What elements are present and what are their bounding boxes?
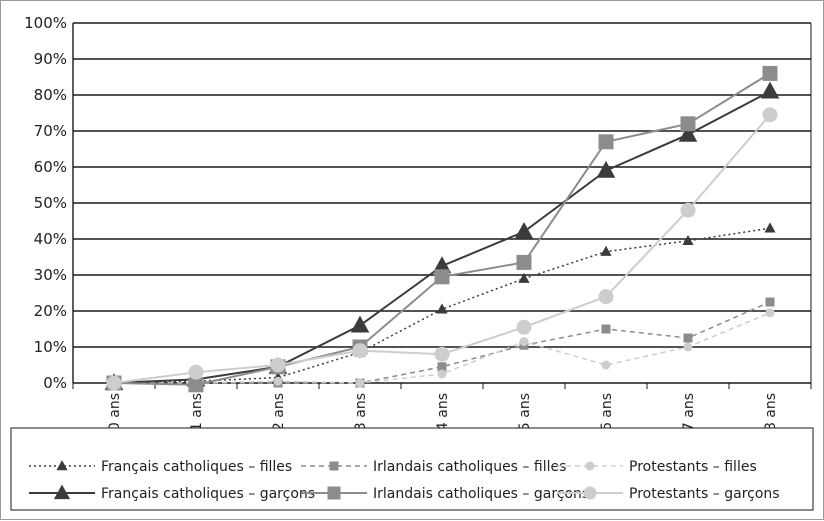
data-point — [600, 245, 612, 256]
series-layer — [104, 65, 780, 393]
y-tick-label: 20% — [34, 302, 67, 320]
y-tick-label: 70% — [34, 122, 67, 140]
series-line — [113, 72, 771, 386]
data-point — [432, 256, 452, 274]
data-point — [760, 81, 780, 99]
series-line — [113, 90, 771, 384]
series-line — [113, 114, 771, 384]
data-point — [601, 324, 611, 334]
data-point — [765, 297, 775, 307]
data-point — [683, 342, 693, 352]
y-tick-label: 10% — [34, 338, 67, 356]
grid — [72, 22, 812, 384]
legend-label: Protestants – garçons — [629, 486, 780, 502]
data-point — [519, 337, 529, 347]
data-point — [437, 362, 447, 372]
y-tick-label: 80% — [34, 86, 67, 104]
legend-item: Protestants – garçons — [557, 486, 780, 502]
legend-label: Protestants – filles — [629, 459, 757, 475]
data-point — [598, 134, 614, 150]
y-tick-label: 90% — [34, 50, 67, 68]
data-point — [188, 377, 204, 393]
legend-marker — [585, 461, 595, 471]
data-point — [106, 375, 122, 391]
data-point — [355, 378, 365, 388]
legend: Français catholiques – filles Irlandais c… — [10, 427, 814, 511]
legend-item: Protestants – filles — [557, 459, 757, 475]
data-point — [437, 369, 447, 379]
data-point — [434, 269, 450, 285]
data-point — [352, 343, 368, 359]
data-point — [680, 116, 696, 132]
data-point — [762, 107, 778, 123]
legend-marker — [56, 460, 68, 471]
legend-marker — [327, 486, 341, 500]
data-point — [188, 364, 204, 380]
data-point — [518, 272, 530, 283]
legend-box — [10, 427, 814, 511]
legend-item: Irlandais catholiques – filles — [301, 459, 566, 475]
legend-label: Français catholiques – filles — [101, 459, 292, 475]
data-point — [516, 254, 532, 270]
legend-marker — [53, 484, 71, 500]
data-point — [273, 376, 283, 386]
data-point — [436, 303, 448, 314]
data-point — [682, 234, 694, 246]
data-point — [683, 333, 693, 343]
data-point — [680, 202, 696, 218]
y-tick-label: 50% — [34, 194, 67, 212]
series-line — [113, 227, 771, 384]
legend-item: Français catholiques – garçons — [29, 484, 315, 502]
data-point — [601, 360, 611, 370]
legend-marker — [329, 461, 339, 471]
series-5 — [106, 107, 778, 391]
series-3 — [104, 81, 780, 391]
data-point — [596, 160, 616, 178]
series-2 — [109, 308, 775, 388]
legend-marker — [583, 486, 597, 500]
data-point — [598, 289, 614, 305]
y-tick-label: 60% — [34, 158, 67, 176]
data-point — [765, 308, 775, 318]
y-axis-ticks: 0% 10% 20% 30% 40% 50% 60% 70% 80% 90% 100% — [24, 14, 67, 392]
legend-label: Français catholiques – garçons — [101, 486, 315, 502]
y-tick-label: 30% — [34, 266, 67, 284]
legend-item: Irlandais catholiques – garçons — [301, 486, 589, 502]
data-point — [270, 357, 286, 373]
data-point — [678, 124, 698, 142]
data-point — [764, 222, 776, 233]
legend-item: Français catholiques – filles — [29, 459, 292, 475]
data-point — [762, 65, 778, 81]
data-point — [434, 346, 450, 362]
legend-label: Irlandais catholiques – garçons — [373, 486, 589, 502]
y-tick-label: 100% — [24, 14, 67, 32]
data-point — [514, 222, 534, 239]
legend-label: Irlandais catholiques – filles — [373, 459, 566, 475]
data-point — [350, 315, 370, 333]
data-point — [516, 319, 532, 335]
y-tick-label: 0% — [43, 374, 67, 392]
y-tick-label: 40% — [34, 230, 67, 248]
series-4 — [106, 65, 778, 393]
